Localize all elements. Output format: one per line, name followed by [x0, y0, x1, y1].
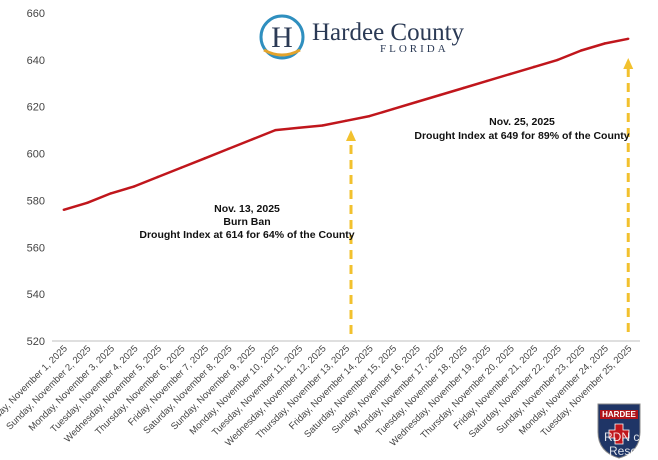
- data-point: [250, 138, 254, 141]
- data-point: [321, 124, 324, 127]
- badge-ghost-text-1: RDN co: [604, 430, 646, 444]
- badge-top-text: HARDEE: [602, 410, 636, 419]
- logo-title: Hardee County: [312, 19, 465, 46]
- logo-emblem-icon: H: [259, 14, 305, 60]
- data-point: [274, 128, 277, 132]
- y-tick-label: 600: [27, 149, 45, 161]
- annotation-text: Nov. 25, 2025: [489, 116, 555, 128]
- y-tick-label: 520: [27, 336, 45, 348]
- data-point: [227, 147, 230, 151]
- data-point: [438, 93, 442, 97]
- y-tick-label: 540: [27, 289, 45, 301]
- badge-cross-icon: [608, 423, 630, 445]
- data-point: [297, 126, 301, 129]
- y-tick-label: 560: [27, 242, 45, 254]
- logo-subtitle: FLORIDA: [380, 43, 449, 55]
- y-axis: 520 540 560 580 600 620 640 660: [27, 8, 45, 348]
- data-point: [415, 100, 418, 104]
- annotation-text: Drought Index at 649 for 89% of the Coun…: [414, 130, 629, 142]
- data-point: [532, 65, 536, 69]
- data-point: [368, 114, 371, 118]
- data-point: [86, 201, 89, 204]
- annotation-text: Drought Index at 614 for 64% of the Coun…: [139, 229, 354, 241]
- hardee-county-logo: H Hardee County FLORIDA: [259, 14, 465, 60]
- badge-ghost-text-2: Resc: [609, 444, 636, 458]
- data-point: [62, 208, 65, 211]
- data-point: [509, 72, 512, 76]
- series-layer: [62, 37, 630, 211]
- logo-letter: H: [271, 21, 293, 54]
- annotation-text: Nov. 13, 2025: [214, 203, 280, 215]
- badge-banner: [600, 410, 638, 419]
- annotation-text: Burn Ban: [223, 216, 270, 228]
- annotation-arrows: [346, 58, 634, 334]
- y-tick-label: 580: [27, 195, 45, 207]
- data-point: [485, 79, 489, 83]
- data-point: [603, 42, 606, 45]
- data-point: [556, 58, 559, 62]
- y-tick-label: 620: [27, 102, 45, 114]
- data-point: [627, 37, 630, 40]
- data-point: [462, 86, 465, 90]
- data-point: [580, 49, 583, 52]
- data-point: [133, 185, 136, 188]
- y-tick-label: 640: [27, 55, 45, 67]
- data-point: [391, 107, 395, 111]
- data-point: [203, 157, 207, 160]
- data-point: [156, 175, 160, 179]
- arrow-head-icon: [623, 58, 634, 69]
- y-tick-label: 660: [27, 8, 45, 20]
- fire-rescue-badge: HARDEE RDN co Resc: [597, 403, 646, 459]
- data-point: [344, 119, 348, 122]
- arrow-head-icon: [346, 130, 356, 141]
- data-point: [180, 166, 183, 169]
- data-point: [109, 192, 113, 195]
